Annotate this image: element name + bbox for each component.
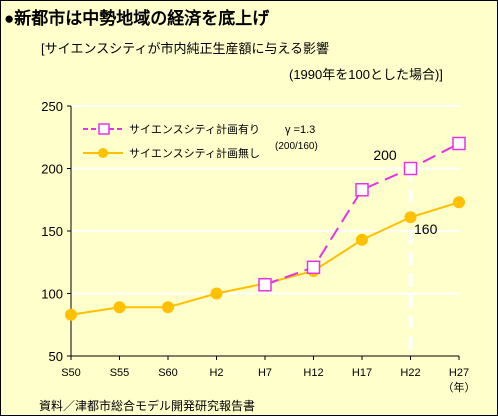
chart-subtitle: [サイエンスシティが市内純正生産額に与える影響 [41,41,330,56]
series-line-with-plan [264,142,460,286]
value-label-160: 160 [414,221,438,237]
chart-title: ●新都市は中勢地域の経済を底上げ [4,9,270,28]
gamma-annotation: γ =1.3 [285,124,315,136]
data-point-without-plan [404,211,417,224]
x-tick-label: H2 [209,367,223,379]
legend-marker-with-plan [98,123,110,135]
data-point-without-plan [113,301,126,314]
x-tick-label: H7 [258,367,272,379]
data-point-without-plan [162,301,174,314]
legend-marker-without-plan [98,148,108,158]
x-tick-label: H17 [352,367,372,379]
data-point-without-plan [453,196,465,209]
gamma-ratio-annotation: (200/160) [275,141,318,152]
value-label-200: 200 [373,147,397,163]
chart-subtitle-note: (1990年を100とした場合)] [289,67,443,82]
data-point-with-plan [306,260,321,274]
y-tick-label: 50 [49,349,63,364]
legend-label-without-plan: サイエンスシティ計画無し [129,146,260,160]
y-tick-label: 150 [41,224,63,239]
data-point-with-plan [452,136,466,151]
data-point-with-plan [258,278,272,292]
x-axis-unit-label: （年） [443,380,476,394]
y-tick-label: 200 [41,162,63,177]
data-point-without-plan [65,308,77,321]
data-point-with-plan [403,161,418,176]
y-tick-label: 250 [41,99,63,114]
data-point-without-plan [210,287,223,300]
x-tick-label: S50 [61,367,81,379]
data-point-without-plan [356,233,368,246]
x-tick-label: H22 [400,367,420,379]
x-tick-label: H12 [303,367,323,379]
data-point-with-plan [355,183,369,197]
x-tick-label: S55 [110,367,130,379]
legend-label-with-plan: サイエンスシティ計画有り [129,122,260,136]
source-note: 資料／津都市総合モデル開発研究報告書 [39,399,256,413]
x-tick-label: H27 [449,367,469,379]
x-tick-label: S60 [158,367,178,379]
y-tick-label: 100 [41,287,63,302]
